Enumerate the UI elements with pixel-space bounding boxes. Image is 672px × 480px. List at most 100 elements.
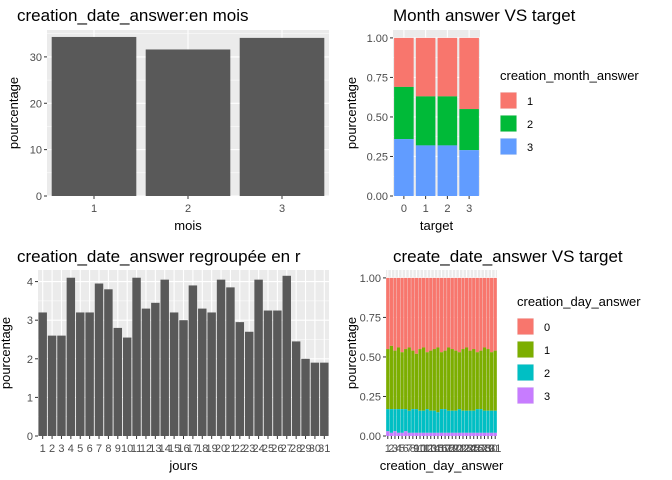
bar-segment [486, 432, 490, 436]
chart-title: create_date_answer VS target [393, 247, 623, 266]
bar-segment [425, 277, 429, 353]
x-tick-label: 1 [385, 443, 391, 455]
y-tick-label: 0.00 [360, 431, 381, 443]
x-tick-label: 30 [309, 443, 321, 455]
bar [122, 337, 132, 436]
bar-segment [393, 277, 397, 351]
bar-segment [479, 277, 483, 351]
bar-segment [414, 409, 419, 433]
bar-segment [493, 410, 497, 433]
legend-label: 3 [527, 142, 533, 154]
y-tick-label: 0.50 [360, 352, 381, 364]
bar [113, 327, 123, 436]
x-tick-label: 23 [243, 443, 255, 455]
x-axis-title: target [420, 218, 454, 233]
x-tick-label: 11 [418, 443, 429, 455]
x-tick-label: 18 [196, 443, 208, 455]
x-tick-label: 8 [105, 443, 111, 455]
x-tick-label: 3 [58, 443, 64, 455]
y-axis-title: pourcentage [344, 77, 359, 149]
y-axis-title: pourcentage [6, 77, 21, 149]
y-tick-label: 0.00 [367, 191, 388, 203]
bar [57, 335, 66, 436]
bar-segment [482, 277, 487, 348]
x-tick-label: 3 [466, 203, 472, 215]
bar [188, 285, 198, 436]
legend: creation_month_answer 1 2 3 [500, 68, 639, 155]
x-tick-label: 25 [262, 443, 274, 455]
bar-segment [482, 347, 487, 411]
x-tick-label: 23 [460, 443, 472, 455]
y-tick-label: 2 [27, 354, 33, 366]
bar-segment [447, 410, 451, 433]
bar-segment [404, 277, 408, 350]
x-tick-label: 25 [468, 443, 480, 455]
bar-segment [415, 96, 436, 146]
bar [291, 341, 301, 436]
bar [235, 322, 245, 436]
bar-segment [415, 37, 436, 97]
bar [301, 358, 310, 436]
bar-segment [486, 349, 490, 411]
bar-segment [482, 410, 487, 433]
x-tick-label: 18 [443, 443, 455, 455]
bar-segment [411, 409, 415, 433]
bar-segment [429, 277, 433, 351]
bar-segment [443, 432, 447, 436]
bar-segment [414, 277, 419, 354]
bar [179, 320, 188, 436]
bar-segment [437, 145, 458, 196]
x-tick-label: 29 [482, 443, 494, 455]
bar-segment [457, 432, 462, 436]
bar [145, 49, 231, 197]
x-tick-label: 3 [279, 203, 285, 215]
bar-segment [479, 350, 483, 410]
x-axis-title: mois [174, 218, 202, 233]
y-tick-label: 4 [27, 277, 33, 289]
bar-segment [490, 410, 494, 433]
bar-segment [457, 277, 462, 353]
bar-segment [421, 347, 426, 411]
x-tick-label: 13 [149, 443, 161, 455]
bar-segment [425, 352, 429, 410]
legend-label: 2 [544, 368, 550, 380]
bar-segment [461, 277, 465, 350]
bar [310, 362, 320, 436]
x-tick-label: 4 [395, 443, 401, 455]
bar-segment [472, 432, 476, 436]
x-tick-label: 1 [40, 443, 46, 455]
bar-segment [386, 409, 390, 432]
x-tick-label: 27 [281, 443, 293, 455]
x-tick-label: 6 [403, 443, 409, 455]
x-tick-label: 17 [439, 443, 451, 455]
y-tick-label: 1 [27, 392, 33, 404]
bar-segment [393, 409, 397, 432]
bar-segment [415, 145, 436, 196]
x-tick-label: 16 [435, 443, 447, 455]
bar-segment [459, 37, 479, 110]
bar-segment [475, 277, 479, 353]
bar-segment [389, 409, 393, 433]
bar-segment [447, 347, 451, 411]
x-tick-label: 2 [185, 203, 191, 215]
y-tick-label: 3 [27, 315, 33, 327]
x-tick-label: 28 [290, 443, 302, 455]
x-tick-label: 12 [421, 443, 433, 455]
bar-segment [407, 347, 411, 411]
bar-segment [400, 352, 404, 410]
x-tick-label: 28 [478, 443, 490, 455]
bar-segment [400, 432, 404, 436]
bar-segment [461, 432, 465, 436]
x-tick-label: 6 [87, 443, 93, 455]
bar [282, 275, 291, 436]
bar [51, 36, 137, 196]
bar [94, 283, 104, 436]
legend-label: 3 [544, 391, 550, 403]
bar-segment [393, 431, 397, 436]
x-tick-label: 5 [77, 443, 83, 455]
bar-segment [450, 349, 454, 411]
bar-segment [454, 432, 458, 436]
bar-segment [404, 431, 408, 436]
